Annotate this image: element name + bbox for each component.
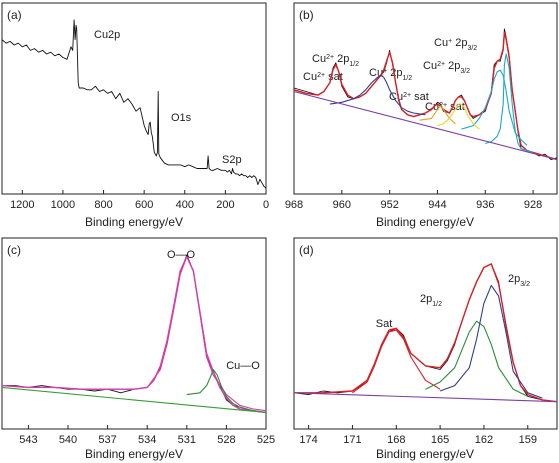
panel-d-label: (d) bbox=[299, 243, 314, 257]
panel-a-tick-label-4: 400 bbox=[176, 199, 194, 211]
panel-b-label: (b) bbox=[299, 8, 314, 22]
panel-b-xlabel: Binding energy/eV bbox=[376, 215, 474, 229]
panel-d: (d) Sat 2p1/2 2p3/2 174 171 168 165 162 159 B… bbox=[293, 237, 558, 461]
panel-b-series-fit-3 bbox=[461, 69, 528, 146]
panel-b-series-background bbox=[293, 90, 558, 161]
panel-a-tick-label-5: 200 bbox=[216, 199, 234, 211]
panel-d-series-fit-2 bbox=[425, 320, 529, 397]
panel-c-series-background bbox=[1, 386, 267, 414]
panel-b-annotations: Cu2+ 2p1/2 Cu2+ sat Cu+ 2p1/2 Cu2+ sat C… bbox=[303, 37, 477, 113]
panel-d-tick-label-0: 174 bbox=[299, 434, 317, 446]
panel-c-annotation-oo: O—O bbox=[167, 249, 196, 261]
panel-c-tick-label-0: 543 bbox=[19, 434, 37, 446]
panel-b-annotation-cu2-sat-1: Cu2+ sat bbox=[303, 71, 343, 83]
panel-d-frame bbox=[293, 237, 558, 430]
panel-b-tick-label-1: 960 bbox=[333, 199, 351, 211]
panel-b-tick-label-0: 968 bbox=[285, 199, 303, 211]
panel-b-annotation-cu2-2p32: Cu2+ 2p3/2 bbox=[423, 60, 470, 75]
panel-c-tick-label-3: 534 bbox=[138, 434, 156, 446]
panel-a-tick-label-6: 0 bbox=[263, 199, 269, 211]
panel-d-annotation-2p12: 2p1/2 bbox=[420, 293, 442, 308]
panel-d-tick-label-4: 162 bbox=[475, 434, 493, 446]
panel-d-series-envelope bbox=[294, 263, 558, 403]
panel-c-series-fit-2 bbox=[186, 368, 267, 414]
panel-c-frame bbox=[1, 237, 267, 430]
panel-c-annotation-cuo: Cu—O bbox=[226, 360, 260, 372]
panel-a-xlabel: Binding energy/eV bbox=[85, 215, 183, 229]
panel-b-series-fit-5 bbox=[437, 103, 480, 130]
panel-a-series-layer bbox=[1, 19, 267, 189]
panel-d-annotation-2p32: 2p3/2 bbox=[508, 273, 530, 288]
panel-b-tick-label-4: 936 bbox=[476, 199, 494, 211]
panel-b-annotation-cu2-sat-2: Cu2+ sat bbox=[389, 91, 429, 103]
panel-a-series-data bbox=[1, 19, 267, 189]
panel-a-ticks: 1200 1000 800 600 400 200 0 bbox=[10, 190, 269, 211]
panel-b-series-fit-2 bbox=[485, 53, 534, 153]
panel-a-annotation-o1s: O1s bbox=[171, 112, 192, 124]
panel-c-tick-label-2: 537 bbox=[98, 434, 116, 446]
panel-d-series-layer bbox=[293, 263, 558, 403]
panel-c-series-layer bbox=[1, 254, 267, 414]
panel-b: (b) Cu2+ 2p1/2 Cu2+ sat Cu+ 2p1/2 Cu2+ s… bbox=[285, 2, 558, 229]
panel-b-annotation-cu2-2p12: Cu2+ 2p1/2 bbox=[312, 53, 359, 68]
panel-b-annotation-cu1-2p32: Cu+ 2p3/2 bbox=[434, 37, 477, 52]
panel-c-series-fit-1 bbox=[1, 256, 267, 412]
panel-a: (a) Cu2p O1s S2p 1200 1000 800 600 400 200 0 B… bbox=[1, 2, 269, 229]
panel-b-tick-label-5: 928 bbox=[524, 199, 542, 211]
panel-a-tick-label-0: 1200 bbox=[10, 199, 34, 211]
panel-a-annotation-cu2p: Cu2p bbox=[94, 29, 120, 41]
panel-c: (c) O—O Cu—O 543 540 537 534 531 528 525 Bindi… bbox=[1, 237, 275, 461]
panel-a-label: (a) bbox=[7, 8, 22, 22]
panel-c-xlabel: Binding energy/eV bbox=[85, 447, 183, 461]
panel-b-tick-label-3: 944 bbox=[428, 199, 446, 211]
panel-a-tick-label-1: 1000 bbox=[51, 199, 75, 211]
panel-d-series-fit-1 bbox=[352, 329, 441, 394]
panel-d-tick-label-1: 171 bbox=[343, 434, 361, 446]
panel-d-series-fit-3 bbox=[439, 284, 543, 399]
panel-a-frame bbox=[1, 2, 267, 195]
panel-a-annotation-s2p: S2p bbox=[222, 154, 242, 166]
panel-b-frame bbox=[293, 2, 558, 195]
panel-c-tick-label-6: 525 bbox=[257, 434, 275, 446]
panel-d-annotation-sat: Sat bbox=[376, 318, 393, 330]
panel-b-tick-label-2: 952 bbox=[380, 199, 398, 211]
panel-c-tick-label-4: 531 bbox=[178, 434, 196, 446]
panel-d-series-background bbox=[293, 392, 558, 403]
panel-d-xlabel: Binding energy/eV bbox=[376, 447, 474, 461]
panel-c-label: (c) bbox=[7, 243, 21, 257]
panel-d-tick-label-5: 159 bbox=[519, 434, 537, 446]
panel-b-series-fit-1 bbox=[329, 74, 426, 116]
panel-b-ticks: 968 960 952 944 936 928 bbox=[285, 190, 542, 211]
panel-b-annotation-cu1-2p12: Cu+ 2p1/2 bbox=[369, 67, 412, 82]
panel-c-tick-label-5: 528 bbox=[217, 434, 235, 446]
panel-d-tick-label-2: 168 bbox=[387, 434, 405, 446]
panel-d-tick-label-3: 165 bbox=[431, 434, 449, 446]
panel-c-ticks: 543 540 537 534 531 528 525 bbox=[19, 425, 275, 446]
panel-d-ticks: 174 171 168 165 162 159 bbox=[299, 425, 537, 446]
panel-b-series-layer bbox=[293, 28, 558, 161]
panel-a-tick-label-3: 600 bbox=[135, 199, 153, 211]
panel-a-tick-label-2: 800 bbox=[94, 199, 112, 211]
panel-c-tick-label-1: 540 bbox=[59, 434, 77, 446]
